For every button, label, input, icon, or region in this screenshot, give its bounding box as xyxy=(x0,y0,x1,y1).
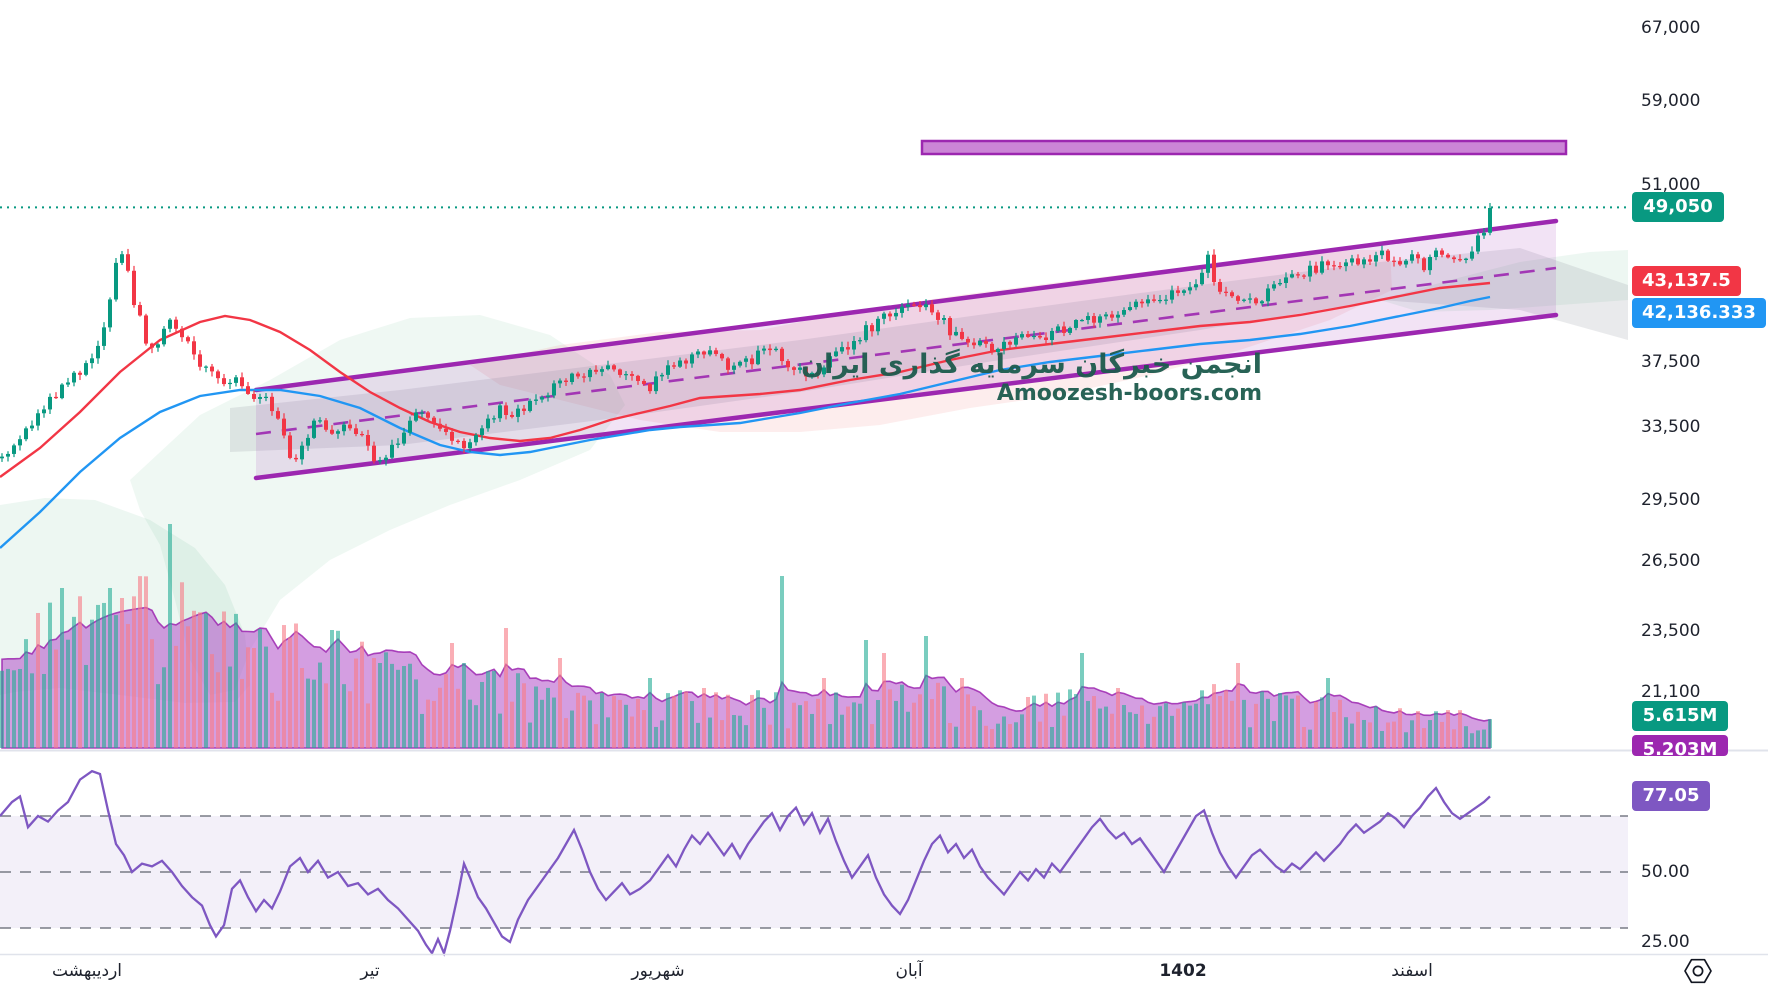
gray-band xyxy=(230,248,1628,452)
price-tick-label: 37,500 xyxy=(1641,351,1701,372)
price-tick-label: 21,100 xyxy=(1641,682,1701,703)
time-tick-label: تیر xyxy=(360,961,380,981)
last-price-badge: 49,050 xyxy=(1632,192,1724,222)
rectangle-drawing[interactable] xyxy=(920,139,1568,156)
rsi-tick-label: 50.00 xyxy=(1641,862,1690,882)
pane-settings-icon[interactable] xyxy=(1680,953,1716,989)
green-right xyxy=(1380,250,1628,312)
price-tick-label: 67,000 xyxy=(1641,18,1701,39)
price-tick-label: 26,500 xyxy=(1641,551,1701,572)
rsi-pane-background xyxy=(0,815,1628,929)
time-tick-label: آبان xyxy=(895,961,923,981)
ma-fast-line xyxy=(0,281,1491,478)
moving-averages xyxy=(0,281,1491,549)
pink-mid xyxy=(470,250,1392,432)
volume-value-badge: 5.615M xyxy=(1632,701,1728,731)
volume-pane xyxy=(0,524,1492,749)
time-tick-label: 1402 xyxy=(1159,961,1207,981)
price-tick-label: 51,000 xyxy=(1641,175,1701,195)
rsi-value-badge: 77.05 xyxy=(1632,781,1710,811)
watermark-line2: Amoozesh-boors.com xyxy=(996,381,1262,406)
watermark-line1: انجمن خبرگان سرمایه گذاری ایران xyxy=(800,349,1262,380)
parallel-channel-drawing xyxy=(253,218,1559,481)
price-tick-label: 23,500 xyxy=(1641,620,1701,641)
price-tick-label: 29,500 xyxy=(1641,489,1701,510)
price-tick-label: 33,500 xyxy=(1641,416,1701,437)
time-tick-label: اردیبهشت xyxy=(51,961,123,981)
rsi-tick-label: 25.00 xyxy=(1641,932,1690,952)
time-tick-label: اسفند xyxy=(1391,961,1433,981)
ma-slow-value-badge: 42,136.333 xyxy=(1632,298,1766,328)
rsi-line xyxy=(0,769,1491,957)
ma-fast-value-badge: 43,137.5 xyxy=(1632,266,1741,296)
ma-slow-line xyxy=(0,295,1491,549)
price-tick-label: 59,000 xyxy=(1641,91,1701,112)
time-tick-label: شهریور xyxy=(631,961,685,981)
candlestick-series xyxy=(0,203,1492,466)
watermark: انجمن خبرگان سرمایه گذاری ایران Amoozesh… xyxy=(801,349,1262,407)
volume-ma-value-badge: 5.203M xyxy=(1632,735,1728,756)
